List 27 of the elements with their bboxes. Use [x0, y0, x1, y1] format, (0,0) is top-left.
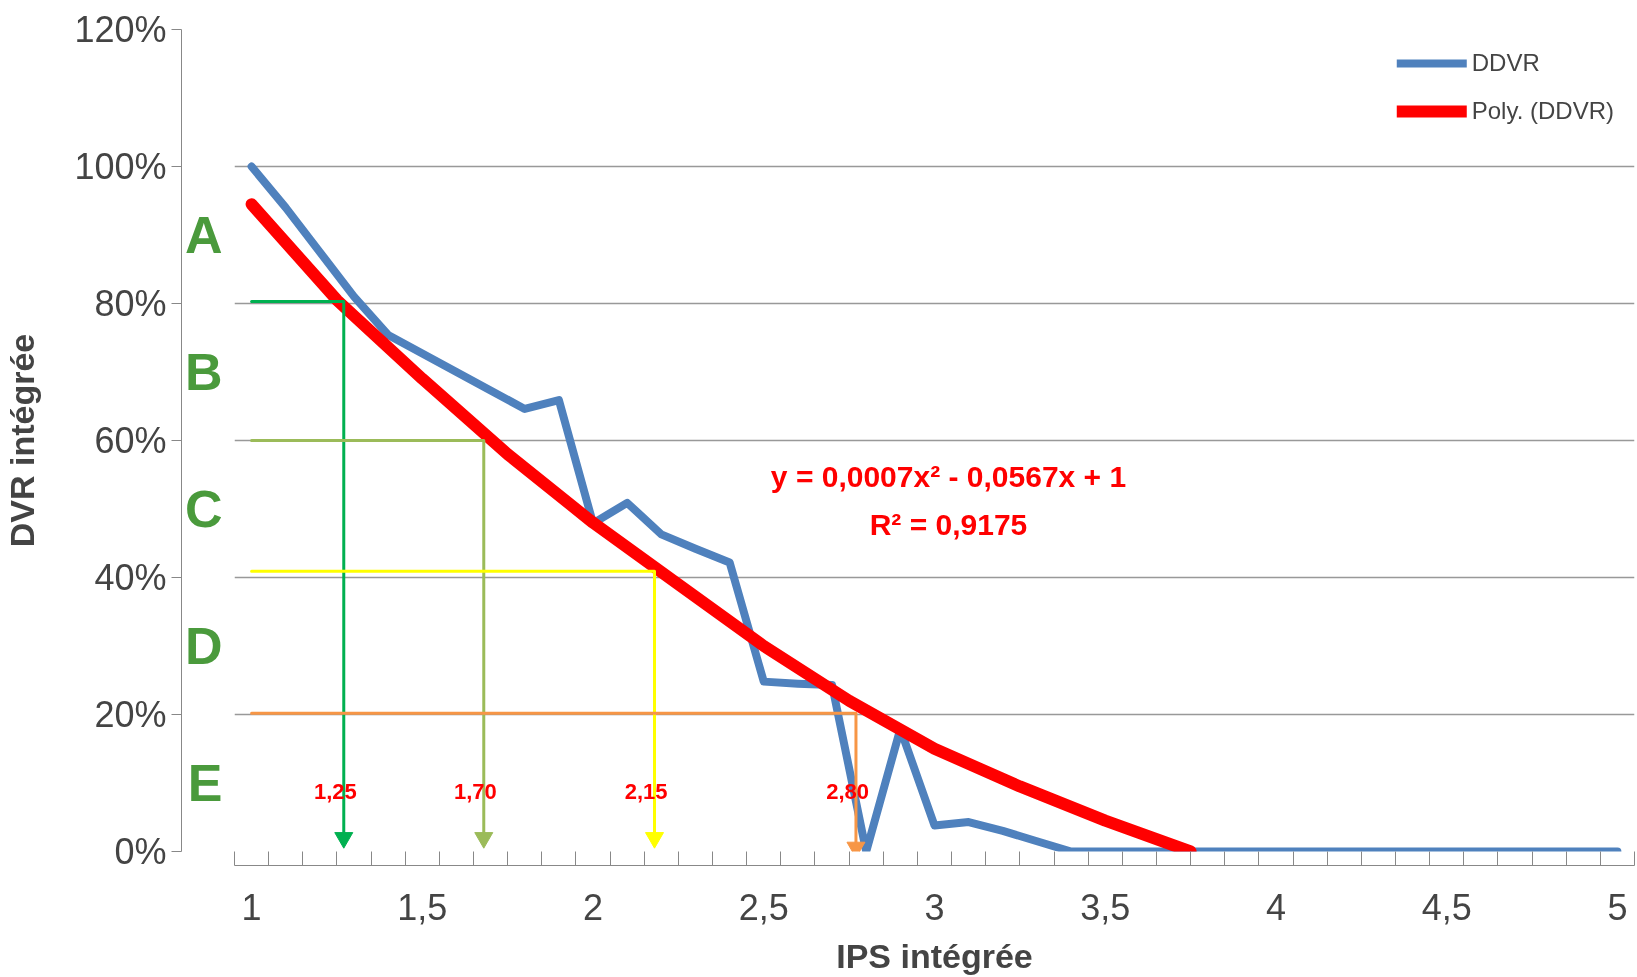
x-tick-label: 1,5 [397, 886, 448, 928]
x-tick-label: 3 [924, 886, 945, 928]
x-tick-label: 5 [1607, 886, 1628, 928]
x-tick-label: 2 [583, 886, 604, 928]
x-tick-label: 2,5 [738, 886, 789, 928]
y-tick-label: 40% [94, 557, 167, 598]
legend-label: Poly. (DDVR) [1471, 97, 1614, 125]
legend-label: DDVR [1471, 49, 1540, 77]
y-tick-label: 60% [94, 420, 167, 461]
y-tick-label: 80% [94, 283, 167, 324]
text: B [184, 343, 223, 401]
x-tick-label: 1 [241, 886, 262, 928]
text: E [187, 754, 223, 812]
y-tick-label: 20% [94, 694, 167, 735]
annotation: R² = 0,9175 [869, 507, 1028, 541]
x-tick-label: 4,5 [1421, 886, 1472, 928]
x-axis-title: IPS intégrée [836, 936, 1033, 975]
y-tick-label: 120% [74, 9, 167, 50]
y-tick-label: 100% [74, 146, 167, 187]
text: D [184, 617, 223, 675]
text: C [184, 480, 223, 538]
x-tick-label: 4 [1265, 886, 1286, 928]
text: A [184, 206, 223, 264]
y-axis-title: DVR intégrée [3, 333, 42, 548]
y-tick-label: 0% [114, 831, 167, 872]
annotation: y = 0,0007x² - 0,0567x + 1 [770, 460, 1127, 494]
x-tick-label: 3,5 [1080, 886, 1131, 928]
